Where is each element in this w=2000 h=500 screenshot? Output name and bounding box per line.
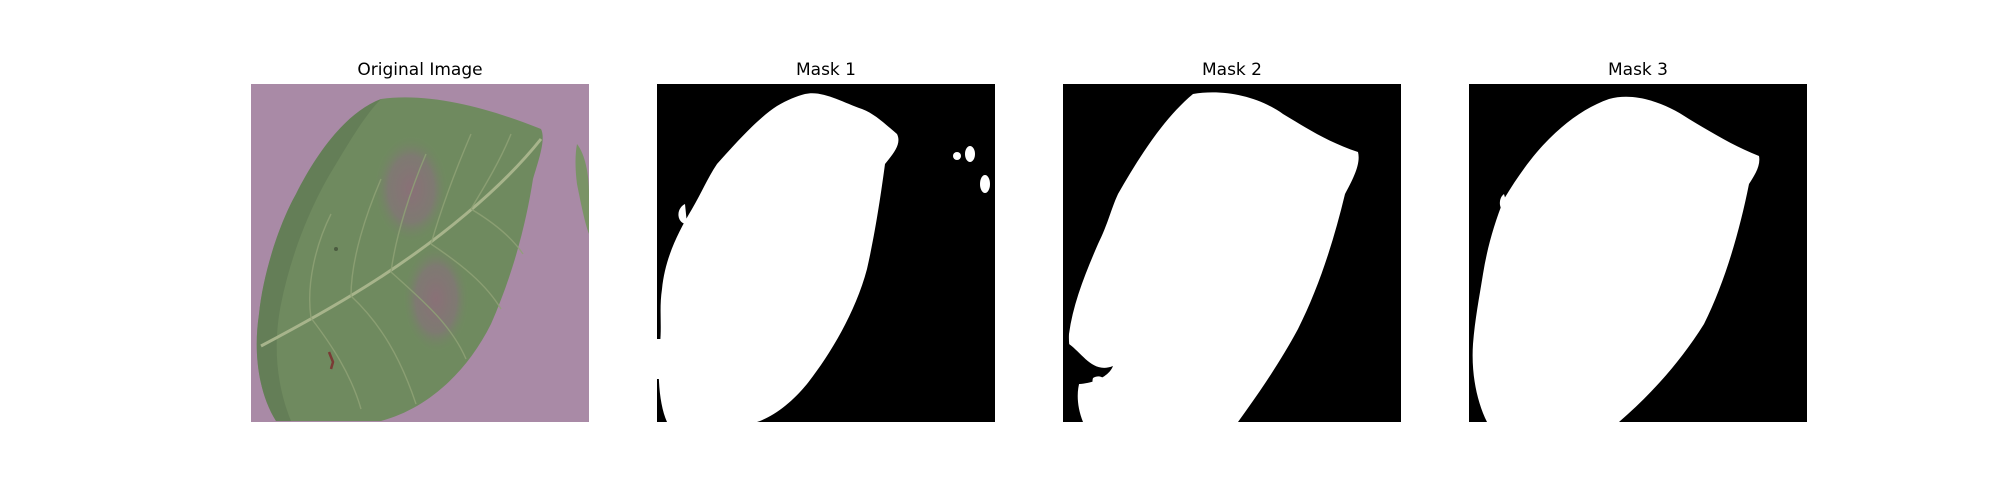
- lesion: [373, 134, 449, 244]
- mask-fragment: [965, 146, 975, 162]
- mask-fragment: [953, 152, 961, 160]
- spot: [334, 247, 338, 251]
- leaf-shadow: [256, 99, 381, 421]
- mask-hole: [1068, 344, 1113, 384]
- mask-fragment: [980, 175, 990, 193]
- panel-mask-2: Mask 2: [1063, 58, 1401, 438]
- panel-mask-1: Mask 1: [657, 58, 995, 438]
- panel-title: Mask 3: [1607, 60, 1668, 80]
- mask-fragment: [678, 204, 687, 224]
- mask-1-image: [657, 84, 995, 422]
- lesion: [402, 244, 470, 354]
- panel-title: Mask 1: [795, 60, 856, 80]
- leaf-fragment: [575, 144, 589, 234]
- panel-mask-3: Mask 3: [1469, 58, 1807, 438]
- mask-2-image: [1063, 84, 1401, 422]
- mask-fragment: [1092, 376, 1107, 390]
- veins: [309, 133, 524, 410]
- spot: [327, 351, 335, 370]
- mask-2-region: [1068, 92, 1359, 422]
- panel-original-image: Original Image: [251, 58, 589, 438]
- mask-3-image: [1469, 84, 1807, 422]
- panel-title: Mask 2: [1201, 60, 1262, 80]
- mask-fragment: [1499, 194, 1509, 213]
- leaf: [256, 97, 543, 421]
- midrib: [260, 138, 543, 348]
- mask-1-region: [658, 93, 899, 422]
- original-image: [251, 84, 589, 422]
- mask-3-region: [1472, 96, 1760, 422]
- panel-title: Original Image: [357, 60, 483, 80]
- mask-fragment: [657, 339, 663, 379]
